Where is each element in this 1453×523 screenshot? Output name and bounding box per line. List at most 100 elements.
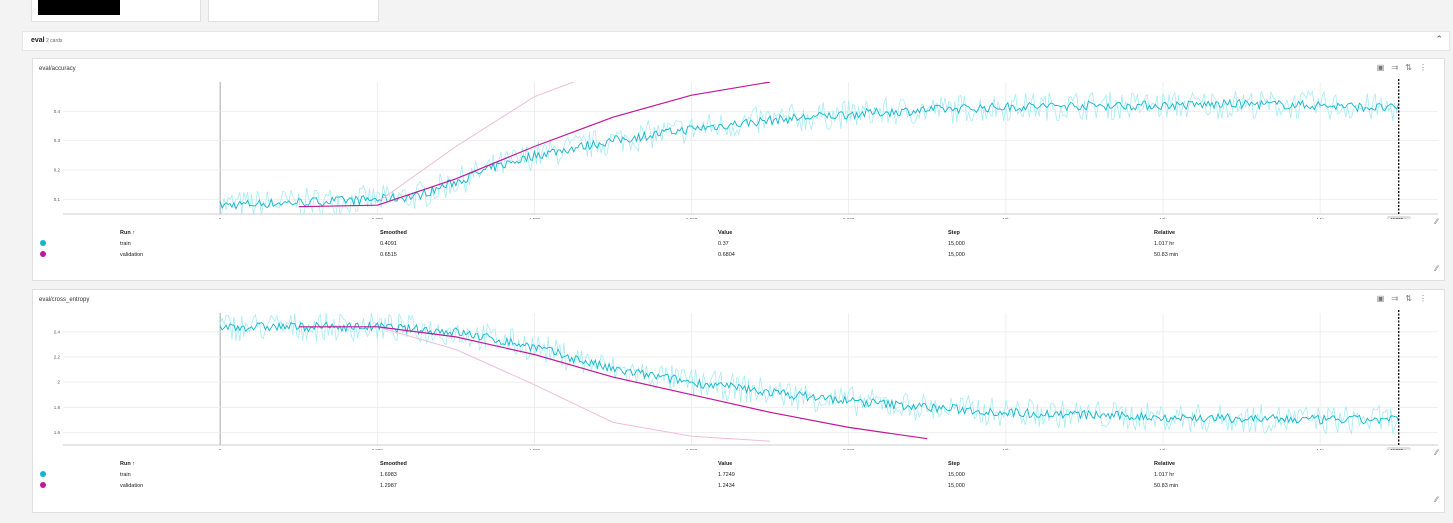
step-value: 15,000 bbox=[948, 251, 965, 258]
chevron-up-icon[interactable]: ⌃ bbox=[1435, 34, 1443, 44]
chart-title: eval/accuracy bbox=[39, 66, 76, 72]
y-tick-label: 1.8 bbox=[54, 405, 61, 410]
chart-card-accuracy: eval/accuracy ▣⫥⇅⋮ 0 2,000 4,000 6,000 8,000… bbox=[32, 58, 1445, 281]
smoothed-value: 1.6983 bbox=[380, 471, 397, 478]
col-relative: Relative bbox=[1154, 460, 1176, 467]
raw-value: 1.7249 bbox=[718, 471, 735, 478]
x-tick-label: 4,000 bbox=[529, 448, 541, 450]
table-row: validation 0.6515 0.6804 15,000 50.83 mi… bbox=[33, 249, 1178, 260]
col-step: Step bbox=[948, 460, 960, 467]
y-tick-label: 0.2 bbox=[54, 168, 61, 173]
col-smoothed: Smoothed bbox=[380, 229, 407, 236]
table-row: validation 1.2987 1.2434 15,000 50.83 mi… bbox=[33, 480, 1178, 491]
series-line-train-raw bbox=[221, 89, 1400, 214]
run-color-dot bbox=[40, 470, 46, 477]
series-line-validation bbox=[298, 326, 928, 440]
y-tick-label: 2 bbox=[57, 380, 60, 385]
series-line-train bbox=[219, 320, 1400, 425]
section-name: eval bbox=[31, 37, 45, 44]
y-tick-label: 2.2 bbox=[54, 355, 61, 360]
step-value: 15,000 bbox=[948, 240, 965, 247]
step-value: 15,000 bbox=[948, 471, 965, 478]
section-card-count: 2 cards bbox=[46, 38, 63, 44]
x-tick-label: 8,000 bbox=[843, 217, 855, 219]
smoothed-value: 0.6515 bbox=[380, 251, 397, 258]
x-tick-label: 2,000 bbox=[372, 448, 384, 450]
pin-icon[interactable]: ⫥ bbox=[1391, 294, 1406, 303]
col-run[interactable]: Run ↑ bbox=[120, 229, 135, 236]
col-value: Value bbox=[718, 229, 733, 236]
y-tick-label: 1.6 bbox=[54, 430, 61, 435]
run-name: train bbox=[120, 471, 131, 478]
step-value: 15,000 bbox=[948, 482, 965, 489]
smoothed-value: 0.4091 bbox=[380, 240, 397, 247]
series-line-validation-raw bbox=[377, 326, 771, 442]
resize-handle-icon[interactable]: ∕∕ bbox=[1435, 264, 1438, 273]
raw-value: 0.6804 bbox=[718, 251, 735, 258]
run-name: validation bbox=[120, 482, 144, 489]
step-badge[interactable] bbox=[1386, 216, 1411, 219]
series-line-validation bbox=[298, 82, 771, 208]
col-value: Value bbox=[718, 460, 733, 467]
y-tick-label: 2.4 bbox=[54, 329, 61, 334]
x-tick-label: 14k bbox=[1317, 217, 1325, 219]
resize-handle-icon[interactable]: ∕∕ bbox=[1435, 448, 1438, 457]
x-tick-label: 4,000 bbox=[529, 217, 541, 219]
x-tick-label: 10k bbox=[1002, 448, 1010, 450]
fit-domain-icon[interactable]: ⇅ bbox=[1405, 63, 1419, 72]
pin-icon[interactable]: ⫥ bbox=[1391, 63, 1406, 72]
x-tick-label: 0 bbox=[219, 217, 222, 219]
x-tick-label: 8,000 bbox=[843, 448, 855, 450]
accuracy-plot[interactable]: 0 2,000 4,000 6,000 8,000 10k 12k 14k 0.1 0.2 0.3 0… bbox=[33, 59, 1444, 219]
section-header[interactable]: eval 2 cards ⌃ bbox=[22, 31, 1450, 51]
x-tick-label: 6,000 bbox=[686, 448, 698, 450]
x-tick-label: 2,000 bbox=[372, 217, 384, 219]
fit-domain-icon[interactable]: ⇅ bbox=[1405, 294, 1419, 303]
y-tick-label: 0.1 bbox=[54, 197, 61, 202]
table-row: train 0.4091 0.37 15,000 1.017 hr bbox=[33, 238, 1178, 249]
series-line-train-raw bbox=[219, 313, 1400, 435]
raw-value: 0.37 bbox=[718, 240, 729, 247]
smoothed-value: 1.2987 bbox=[380, 482, 397, 489]
chart-toolbar: ▣⫥⇅⋮ bbox=[1377, 294, 1434, 304]
run-name: validation bbox=[120, 251, 144, 258]
series-line-validation-raw bbox=[377, 82, 574, 203]
col-relative: Relative bbox=[1154, 229, 1176, 236]
relative-value: 50.83 min bbox=[1154, 251, 1179, 258]
step-badge[interactable] bbox=[1386, 447, 1411, 450]
more-vert-icon[interactable]: ⋮ bbox=[1419, 63, 1434, 72]
resize-handle-icon[interactable]: ∕∕ bbox=[1435, 217, 1438, 226]
chart-card-cross-entropy: eval/cross_entropy ▣⫥⇅⋮ 0 2,000 4,000 6,000… bbox=[32, 289, 1445, 513]
run-card[interactable] bbox=[208, 0, 379, 22]
fullscreen-icon[interactable]: ▣ bbox=[1376, 63, 1392, 72]
x-tick-label: 6,000 bbox=[686, 217, 698, 219]
table-row: train 1.6983 1.7249 15,000 1.017 hr bbox=[33, 469, 1178, 480]
col-smoothed: Smoothed bbox=[380, 460, 407, 467]
resize-handle-icon[interactable]: ∕∕ bbox=[1435, 495, 1438, 504]
col-run[interactable]: Run ↑ bbox=[120, 460, 135, 467]
more-vert-icon[interactable]: ⋮ bbox=[1419, 294, 1434, 303]
top-bar bbox=[0, 0, 1453, 28]
x-tick-label: 10k bbox=[1002, 217, 1010, 219]
y-tick-label: 0.3 bbox=[54, 138, 61, 143]
x-tick-label: 12k bbox=[1159, 217, 1167, 219]
relative-value: 50.83 min bbox=[1154, 482, 1179, 489]
run-color-dot bbox=[40, 481, 46, 488]
chart-toolbar: ▣⫥⇅⋮ bbox=[1377, 63, 1434, 73]
y-tick-label: 0.4 bbox=[54, 109, 61, 114]
step-badge-label: 15000 » bbox=[1391, 217, 1408, 219]
col-step: Step bbox=[948, 229, 960, 236]
run-table: Run ↑ Smoothed Value Step Relative train… bbox=[33, 227, 1178, 260]
x-tick-label: 12k bbox=[1159, 448, 1167, 450]
raw-value: 1.2434 bbox=[718, 482, 735, 489]
relative-value: 1.017 hr bbox=[1154, 240, 1175, 247]
step-badge-label: 15000 » bbox=[1391, 448, 1408, 450]
chart-title: eval/cross_entropy bbox=[39, 297, 90, 303]
run-color-dot bbox=[40, 250, 46, 257]
run-name: train bbox=[120, 240, 131, 247]
x-tick-label: 14k bbox=[1317, 448, 1325, 450]
x-tick-label: 0 bbox=[219, 448, 222, 450]
fullscreen-icon[interactable]: ▣ bbox=[1376, 294, 1392, 303]
redacted-block bbox=[38, 0, 120, 15]
cross-entropy-plot[interactable]: 0 2,000 4,000 6,000 8,000 10k 12k 14k 1.6 1.8 2 2.2… bbox=[33, 290, 1444, 450]
